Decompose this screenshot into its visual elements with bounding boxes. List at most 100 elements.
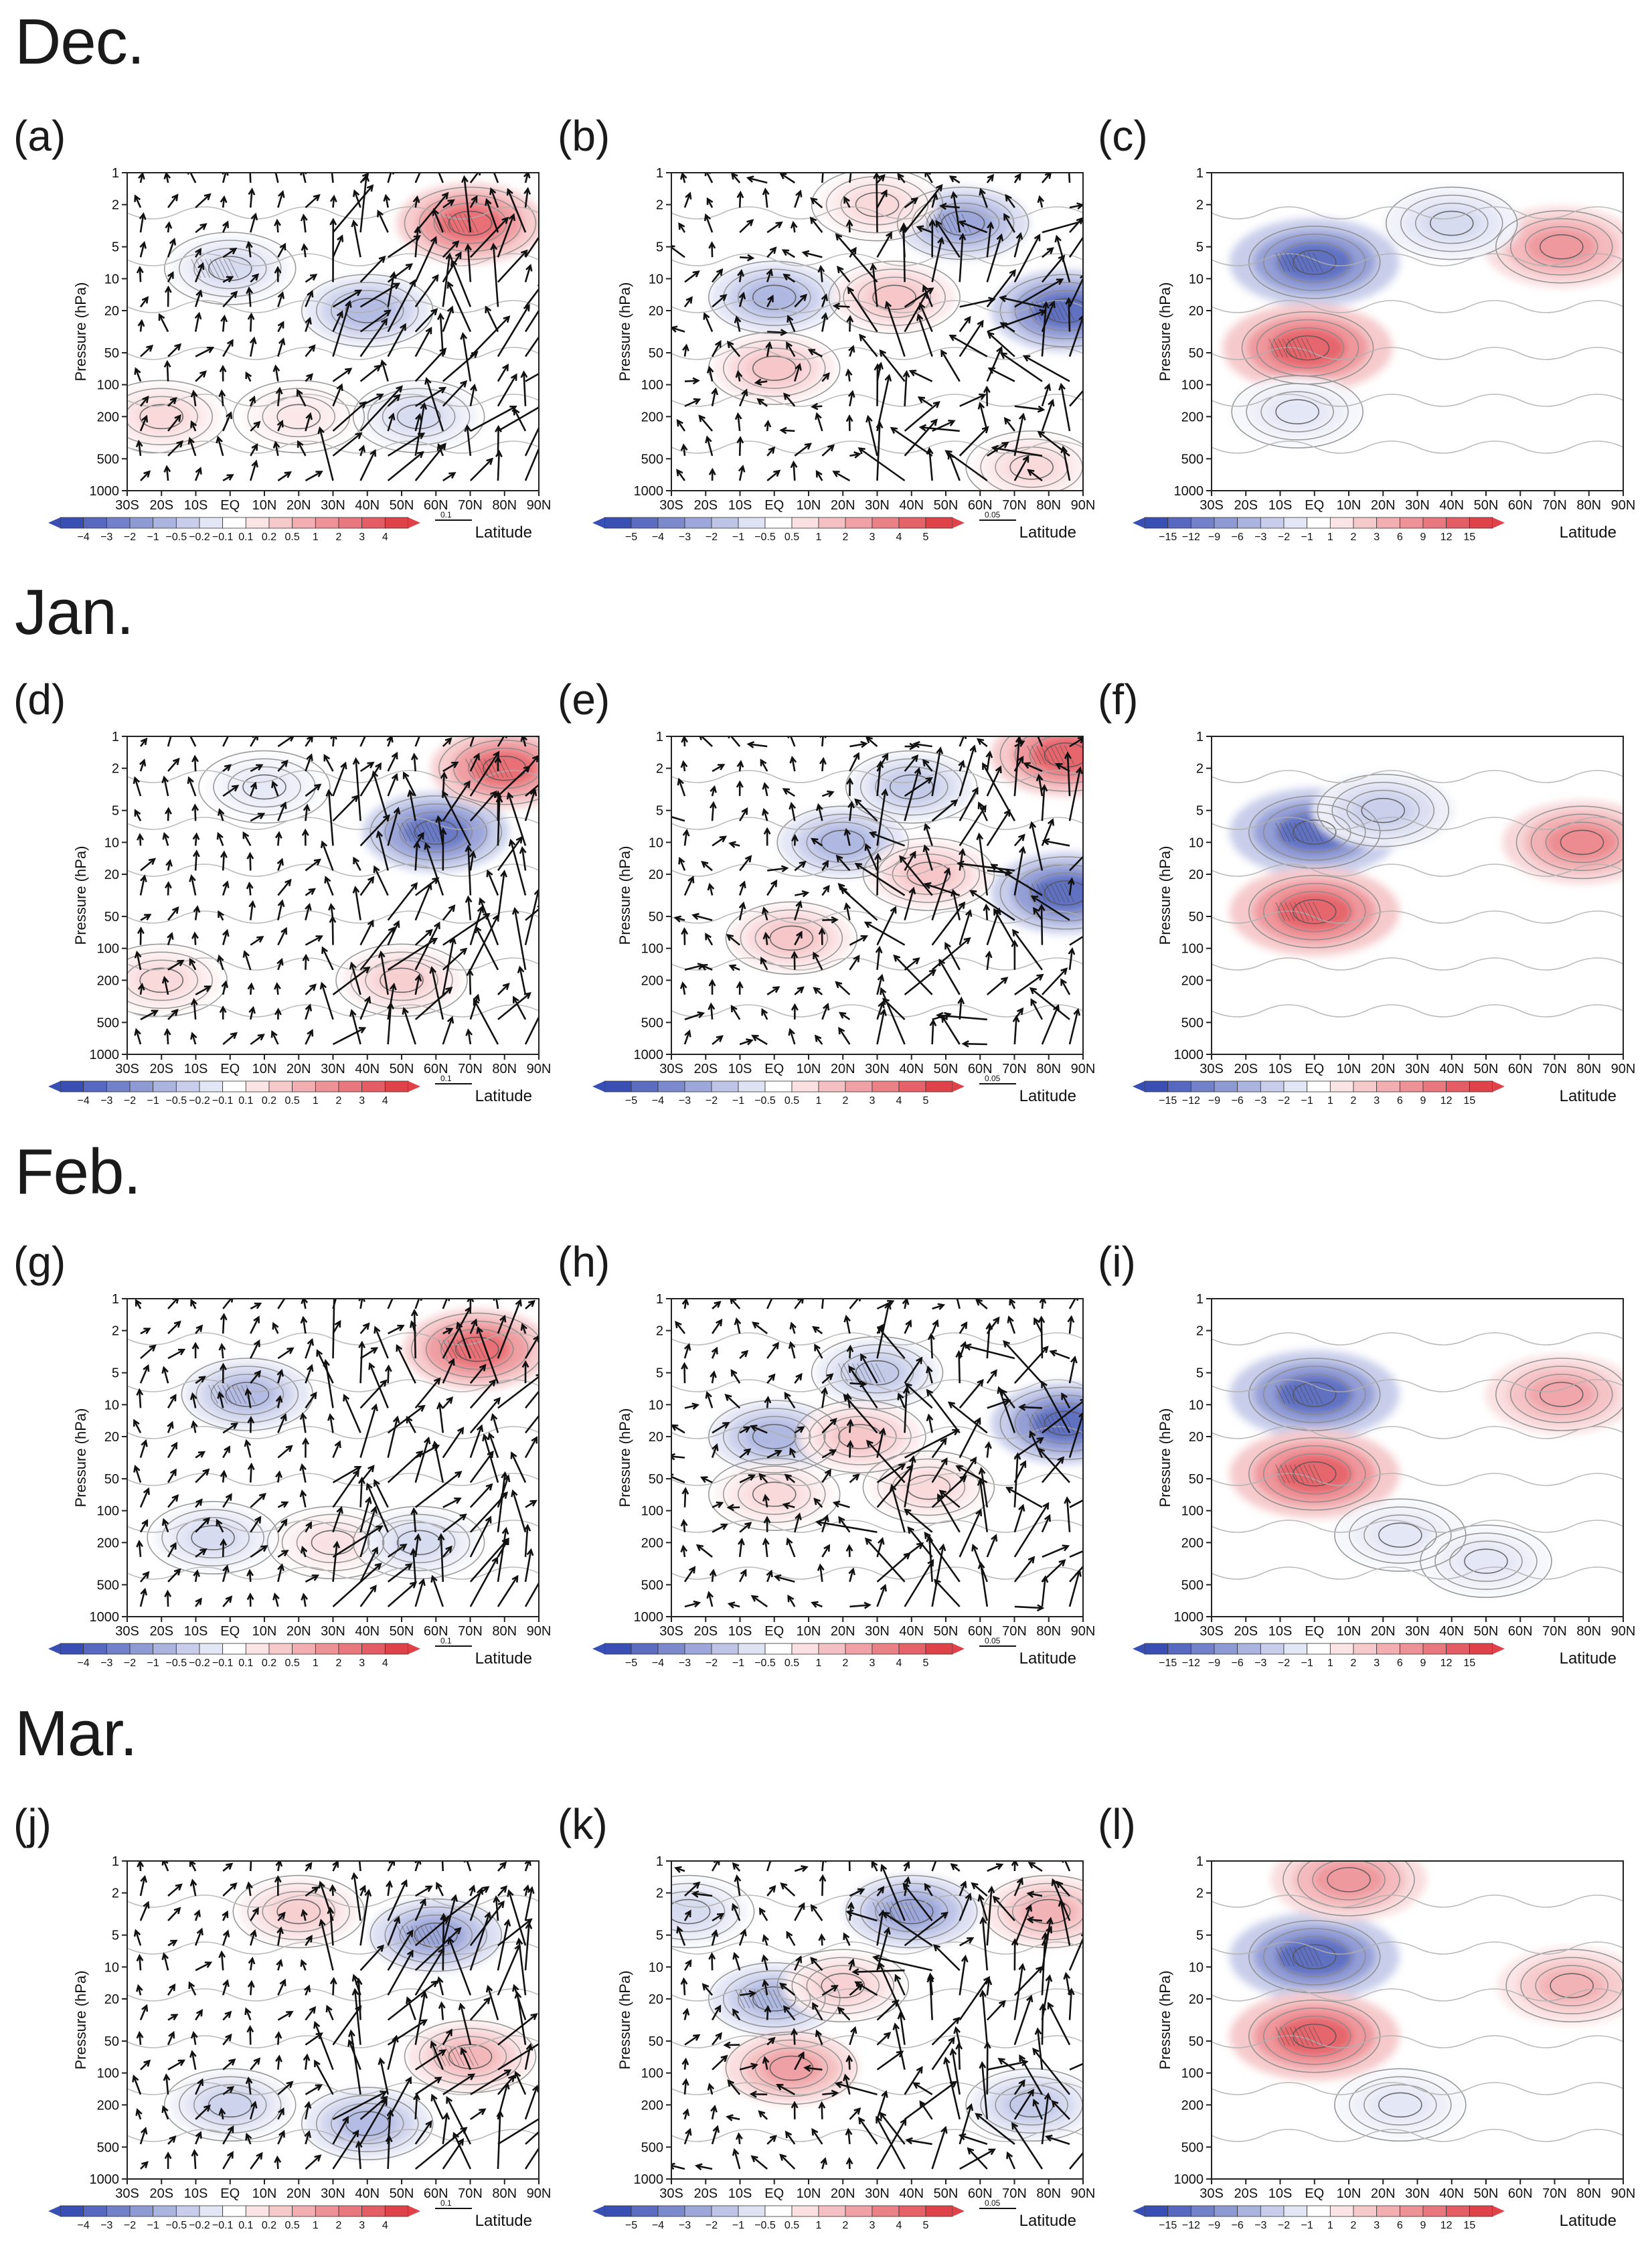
colorbar-swatch: [872, 2206, 899, 2216]
colorbar-swatch: [199, 517, 223, 528]
colorbar-arrow-high: [408, 2206, 420, 2216]
colorbar-tick-label: 0.5: [285, 1095, 300, 1107]
colorbar-tick-label: 2: [1351, 1657, 1357, 1669]
colorbar-tick-label: 1: [313, 1657, 319, 1669]
flux-vector-head: [559, 1384, 564, 1390]
colorbar-tick-label: 3: [1374, 1095, 1380, 1107]
colorbar-tick-label: 3: [359, 1095, 365, 1107]
x-tick-label: 60N: [1508, 2186, 1533, 2201]
x-tick-label: 80N: [1576, 498, 1601, 513]
colorbar-swatch: [792, 2206, 819, 2216]
colorbar-arrow-high: [1493, 2206, 1505, 2216]
x-tick-label: 30N: [321, 2186, 345, 2201]
colorbar-tick-label: −6: [1232, 532, 1244, 543]
colorbar-swatch: [845, 1643, 872, 1654]
flux-vector: [822, 2103, 823, 2119]
flux-vector: [250, 2027, 251, 2045]
colorbar-swatch: [658, 517, 685, 528]
y-tick-label: 200: [1181, 410, 1204, 424]
colorbar-swatch: [1284, 2206, 1307, 2216]
colorbar-arrow-low: [592, 1081, 604, 1092]
x-tick-label: 20S: [1234, 1624, 1258, 1639]
x-tick-label: 90N: [1611, 1624, 1636, 1639]
colorbar-swatch: [1284, 517, 1307, 528]
y-tick-label: 5: [1196, 240, 1204, 255]
colorbar-tick-label: 2: [843, 2220, 849, 2231]
colorbar-tick-label: −1: [732, 2220, 744, 2231]
colorbar-swatch: [199, 2206, 223, 2216]
flux-vector-head: [1066, 166, 1072, 171]
y-tick-label: 20: [1189, 304, 1204, 319]
colorbar-tick-label: −1: [147, 1657, 159, 1669]
y-tick-label: 1000: [1174, 1610, 1204, 1625]
colorbar-tick-label: −0.5: [166, 1095, 187, 1107]
colorbar-swatch: [1260, 1081, 1284, 1092]
x-tick-label: 60N: [1508, 1624, 1533, 1639]
colorbar-tick-label: 9: [1420, 532, 1426, 543]
colorbar-swatch: [1353, 1643, 1377, 1654]
colorbar-swatch: [1238, 2206, 1261, 2216]
colorbar-swatch: [223, 2206, 246, 2216]
plot-area: [1212, 1839, 1646, 2179]
x-tick-label: 50N: [390, 1624, 414, 1639]
x-tick-label: 20S: [1234, 1062, 1258, 1076]
flux-vector-head: [546, 993, 551, 999]
flux-vector: [849, 1853, 850, 1871]
y-tick-label: 200: [641, 410, 663, 424]
colorbar-tick-label: −9: [1208, 532, 1220, 543]
y-tick-label: 200: [1181, 1536, 1204, 1550]
colorbar-swatch: [223, 517, 246, 528]
x-tick-label: 70N: [458, 1624, 483, 1639]
y-tick-label: 50: [649, 346, 663, 361]
colorbar-arrow-high: [408, 1643, 420, 1654]
y-tick-label: 50: [649, 1472, 663, 1487]
vector-reference-label: 0.1: [440, 510, 452, 519]
y-axis-label: Pressure (hPa): [616, 846, 633, 945]
colorbar-swatch: [130, 1643, 153, 1654]
colorbar-swatch: [1353, 1081, 1377, 1092]
colorbar-tick-label: −3: [1254, 1657, 1266, 1669]
colorbar-tick-label: 3: [870, 1095, 876, 1107]
colorbar-arrow-high: [953, 1643, 965, 1654]
colorbar-swatch: [1423, 2206, 1447, 2216]
flux-vector-head: [418, 166, 424, 172]
colorbar-swatch: [153, 517, 177, 528]
flux-vector-head: [227, 728, 232, 734]
colorbar-swatch: [84, 517, 107, 528]
y-tick-label: 50: [104, 2034, 119, 2049]
colorbar-swatch: [712, 2206, 738, 2216]
anomaly-shading: [272, 1896, 326, 1927]
colorbar-tick-label: 4: [382, 2220, 388, 2231]
x-tick-label: 10S: [728, 498, 752, 513]
colorbar-tick-label: −4: [78, 1095, 90, 1107]
colorbar-swatch: [1284, 1643, 1307, 1654]
x-tick-label: 80N: [1576, 2186, 1601, 2201]
colorbar-swatch: [246, 517, 269, 528]
y-tick-label: 500: [641, 2140, 663, 2155]
colorbar-swatch: [60, 517, 84, 528]
y-tick-label: 20: [649, 1430, 663, 1445]
colorbar-swatch: [1238, 1081, 1261, 1092]
colorbar-swatch: [362, 1643, 386, 1654]
y-tick-label: 100: [641, 378, 663, 393]
colorbar-swatch: [293, 2206, 316, 2216]
y-tick-label: 20: [649, 304, 663, 319]
colorbar-swatch: [269, 2206, 293, 2216]
flux-vector-head: [557, 360, 563, 366]
y-tick-label: 50: [1189, 346, 1204, 361]
y-tick-label: 50: [1189, 910, 1204, 924]
x-tick-label: 30S: [1200, 2186, 1224, 2201]
colorbar-tick-label: −1: [732, 1657, 744, 1669]
flux-vector-head: [544, 407, 550, 413]
x-tick-label: 90N: [527, 1062, 552, 1076]
colorbar-tick-label: −6: [1232, 2220, 1244, 2231]
y-tick-label: 20: [649, 868, 663, 882]
colorbar-swatch: [658, 1643, 685, 1654]
x-tick-label: 20S: [149, 498, 173, 513]
colorbar-swatch: [269, 1643, 293, 1654]
colorbar-swatch: [792, 1643, 819, 1654]
flux-vector: [388, 2136, 390, 2169]
x-tick-label: 30S: [1200, 498, 1224, 513]
y-tick-label: 100: [97, 942, 119, 957]
